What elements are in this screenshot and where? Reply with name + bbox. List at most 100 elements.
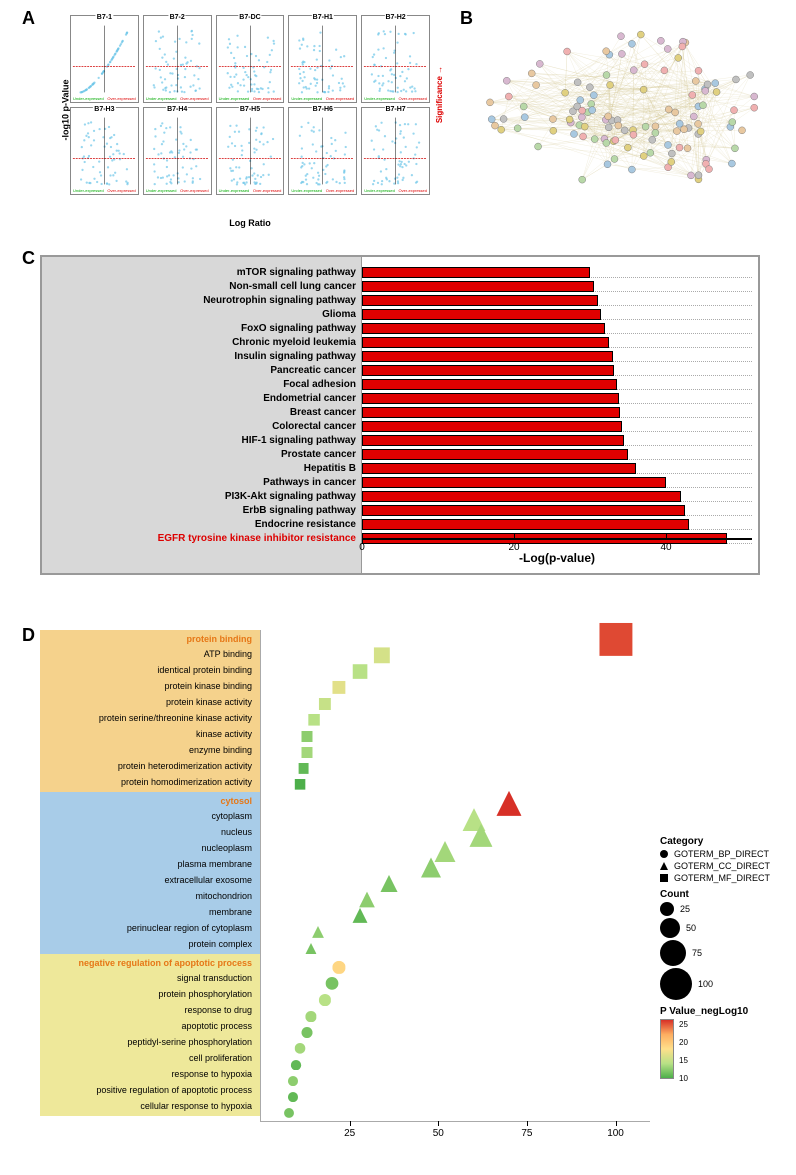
go-point (353, 664, 368, 684)
go-term: identical protein binding (44, 662, 256, 678)
go-term: protein serine/threonine kinase activity (44, 710, 256, 726)
legend-row: GOTERM_CC_DIRECT (660, 861, 790, 871)
bar-label: Pathways in cancer (52, 477, 362, 488)
volcano-plot: B7-H3Under-expressedOver-expressed (70, 107, 139, 195)
legend-count-title: Count (660, 889, 790, 900)
go-term: plasma membrane (44, 856, 256, 872)
bar-row: Focal adhesion (52, 377, 752, 391)
bar-row: Colorectal cancer (52, 419, 752, 433)
panel-c: mTOR signaling pathway Non-small cell lun… (40, 255, 760, 575)
bar-row: Glioma (52, 307, 752, 321)
bar-fill (362, 421, 622, 432)
bar-row: Prostate cancer (52, 447, 752, 461)
bar-label: Neurotrophin signaling pathway (52, 295, 362, 306)
go-point (373, 647, 389, 668)
panel-d-terms: protein bindingATP bindingidentical prot… (40, 630, 260, 1116)
legend-row: GOTERM_BP_DIRECT (660, 849, 790, 859)
go-term: protein kinase activity (44, 694, 256, 710)
go-term: negative regulation of apoptotic process (44, 956, 256, 970)
go-term: mitochondrion (44, 888, 256, 904)
bar-row: FoxO signaling pathway (52, 321, 752, 335)
volcano-plot: B7-H1Under-expressedOver-expressed (288, 15, 357, 103)
panel-c-bars: mTOR signaling pathway Non-small cell lun… (52, 265, 752, 545)
volcano-plot: B7-2Under-expressedOver-expressed (143, 15, 212, 103)
volcano-plot: B7-H6Under-expressedOver-expressed (288, 107, 357, 195)
bar-label: FoxO signaling pathway (52, 323, 362, 334)
bar-row: Neurotrophin signaling pathway (52, 293, 752, 307)
go-term: membrane (44, 904, 256, 920)
bar-row: Insulin signaling pathway (52, 349, 752, 363)
bar-fill (362, 351, 613, 362)
go-section: negative regulation of apoptotic process… (40, 954, 260, 1116)
bar-row: Chronic myeloid leukemia (52, 335, 752, 349)
panel-a-ylabel: -log10 p-Value (61, 79, 71, 140)
go-point (305, 941, 316, 959)
legend-row: GOTERM_MF_DIRECT (660, 873, 790, 883)
go-term: peptidyl-serine phosphorylation (44, 1034, 256, 1050)
go-term: response to hypoxia (44, 1066, 256, 1082)
panel-d-legend: CategoryGOTERM_BP_DIRECTGOTERM_CC_DIRECT… (660, 830, 790, 1079)
go-point (421, 858, 441, 883)
bar-fill (362, 337, 609, 348)
volcano-title: B7-H1 (312, 14, 334, 21)
bar-label: Chronic myeloid leukemia (52, 337, 362, 348)
bar-row: Breast cancer (52, 405, 752, 419)
bar-label: ErbB signaling pathway (52, 505, 362, 516)
bar-label: HIF-1 signaling pathway (52, 435, 362, 446)
volcano-plot: B7-1Under-expressedOver-expressed (70, 15, 139, 103)
go-term: protein kinase binding (44, 678, 256, 694)
bar-fill (362, 295, 598, 306)
go-point (295, 777, 306, 795)
bar-label: PI3K-Akt signaling pathway (52, 491, 362, 502)
go-term: protein heterodimerization activity (44, 758, 256, 774)
legend-row: 25 (660, 902, 790, 916)
volcano-title: B7-H5 (239, 106, 261, 113)
go-term: signal transduction (44, 970, 256, 986)
volcano-title: B7-H7 (384, 106, 406, 113)
panel-d: protein bindingATP bindingidentical prot… (40, 630, 760, 1165)
go-point (284, 1105, 294, 1123)
bar-label: Insulin signaling pathway (52, 351, 362, 362)
volcano-title: B7-H2 (384, 14, 406, 21)
bar-row: Pathways in cancer (52, 475, 752, 489)
bar-fill (362, 379, 617, 390)
go-point (599, 623, 632, 661)
panel-a-label: A (22, 8, 35, 29)
bar-fill (362, 323, 605, 334)
bar-label: Focal adhesion (52, 379, 362, 390)
go-term: cellular response to hypoxia (44, 1098, 256, 1114)
go-point (319, 993, 331, 1011)
bar-label: Non-small cell lung cancer (52, 281, 362, 292)
go-term: cytosol (44, 794, 256, 808)
go-point (353, 908, 368, 928)
go-point (469, 824, 492, 852)
legend-gradient: 25201510 (660, 1019, 674, 1079)
volcano-title: B7-DC (238, 14, 261, 21)
volcano-plot: B7-H2Under-expressedOver-expressed (361, 15, 430, 103)
go-section: cytosolcytoplasmnucleusnucleoplasmplasma… (40, 792, 260, 954)
go-term: protein binding (44, 632, 256, 646)
bar-label: Pancreatic cancer (52, 365, 362, 376)
panel-c-label: C (22, 248, 35, 269)
panel-c-xlabel: -Log(p-value) (519, 551, 595, 565)
legend-row: 50 (660, 918, 790, 938)
go-point (380, 875, 397, 897)
bar-fill (362, 309, 601, 320)
go-term: kinase activity (44, 726, 256, 742)
bar-fill (362, 449, 628, 460)
go-term: protein homodimerization activity (44, 774, 256, 790)
go-term: enzyme binding (44, 742, 256, 758)
go-term: nucleus (44, 824, 256, 840)
bar-row: mTOR signaling pathway (52, 265, 752, 279)
bar-label: Colorectal cancer (52, 421, 362, 432)
bar-label: Glioma (52, 309, 362, 320)
go-term: apoptotic process (44, 1018, 256, 1034)
volcano-title: B7-H6 (312, 106, 334, 113)
go-term: ATP binding (44, 646, 256, 662)
panel-c-axis: -Log(p-value) 02040 (362, 538, 752, 563)
bar-row: Non-small cell lung cancer (52, 279, 752, 293)
go-term: protein phosphorylation (44, 986, 256, 1002)
bar-fill (362, 365, 614, 376)
bar-label: Endocrine resistance (52, 519, 362, 530)
bar-label: Prostate cancer (52, 449, 362, 460)
